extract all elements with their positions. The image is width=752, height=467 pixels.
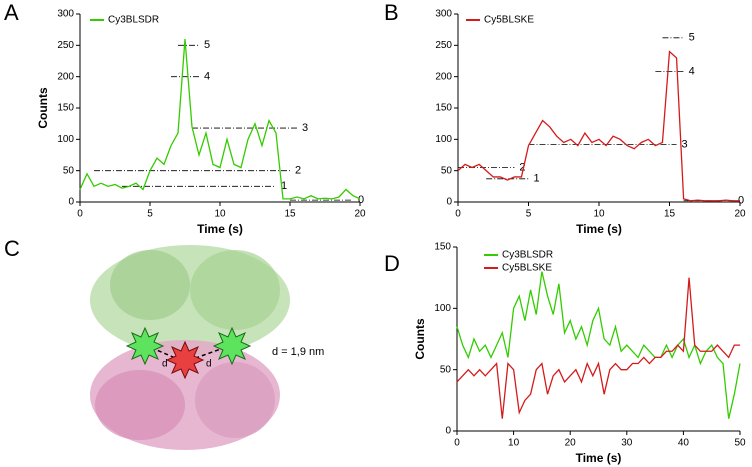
series-line [456,277,740,419]
level-label: 0 [738,195,744,207]
y-tick-label: 250 [57,40,74,51]
distance-value: d = 1,9 nm [272,346,324,358]
protein-top-lobe [190,250,280,330]
x-tick-label: 15 [284,209,296,220]
y-tick-label: 300 [57,9,74,20]
x-axis-title: Time (s) [576,222,622,236]
x-tick-label: 0 [77,209,83,220]
level-label: 3 [302,122,308,134]
protein-bottom-lobe [95,370,185,440]
structure-illustration: d d d = 1,9 nm C [4,236,324,450]
y-tick-label: 200 [57,71,74,82]
chart-panel: D 0 50 100 150 0 10 20 30 40 50 Time (s) Counts Cy3BL… [384,242,746,466]
y-tick-label: 100 [57,134,74,145]
series-line [456,271,741,419]
level-label: 1 [281,180,287,192]
panel-letter: B [384,0,399,25]
x-tick-label: 0 [454,438,460,449]
x-tick-label: 50 [734,438,746,449]
x-axis-title: Time (s) [197,222,243,236]
legend-label: Cy3BLSDR [108,15,159,26]
x-tick-label: 30 [621,438,633,449]
x-tick-label: 5 [526,209,532,220]
panel-letter: C [4,236,20,261]
y-tick-label: 250 [435,40,452,51]
y-tick-label: 300 [435,9,452,20]
y-tick-label: 100 [435,134,452,145]
y-axis-title: Counts [413,318,427,360]
panel-letter: A [4,0,19,25]
legend-label: Cy3BLSDR [502,250,553,261]
y-tick-label: 200 [435,71,452,82]
level-label: 3 [682,138,688,150]
level-label: 5 [204,39,210,51]
x-tick-label: 10 [508,438,520,449]
y-tick-label: 150 [57,103,74,114]
level-label: 0 [358,194,364,206]
dye-acceptor [165,340,205,380]
series-line [79,39,361,200]
level-label: 2 [295,165,301,177]
x-tick-label: 20 [565,438,577,449]
legend-label: Cy5BLSKE [484,15,534,26]
y-tick-label: 150 [435,103,452,114]
protein-bottom-lobe [195,362,275,438]
level-label: 2 [519,161,525,173]
level-label: 5 [689,32,695,44]
distance-label: d [206,359,212,370]
x-axis-title: Time (s) [576,451,622,465]
y-tick-label: 100 [434,303,451,314]
y-tick-label: 50 [440,364,452,375]
protein-top-lobe [110,250,190,320]
y-tick-label: 150 [434,242,451,253]
x-tick-label: 10 [214,209,226,220]
distance-label: d [162,359,168,370]
dye-donor [212,326,252,366]
series-line [457,50,740,202]
x-tick-label: 40 [678,438,690,449]
y-tick-label: 0 [68,197,74,208]
x-tick-label: 15 [664,209,676,220]
x-tick-label: 20 [354,209,366,220]
level-label: 4 [689,66,695,78]
dye-donor [125,326,165,366]
x-tick-label: 20 [734,209,746,220]
level-label: 4 [204,71,210,83]
panel-letter: D [384,251,400,276]
x-tick-label: 0 [455,209,461,220]
x-tick-label: 10 [593,209,605,220]
y-axis-title: Counts [36,87,50,129]
y-tick-label: 50 [63,165,75,176]
x-tick-label: 5 [147,209,153,220]
y-tick-label: 0 [446,197,452,208]
level-label: 1 [534,173,540,185]
y-tick-label: 0 [445,426,451,437]
legend-label: Cy5BLSKE [502,263,552,274]
y-tick-label: 50 [441,165,453,176]
